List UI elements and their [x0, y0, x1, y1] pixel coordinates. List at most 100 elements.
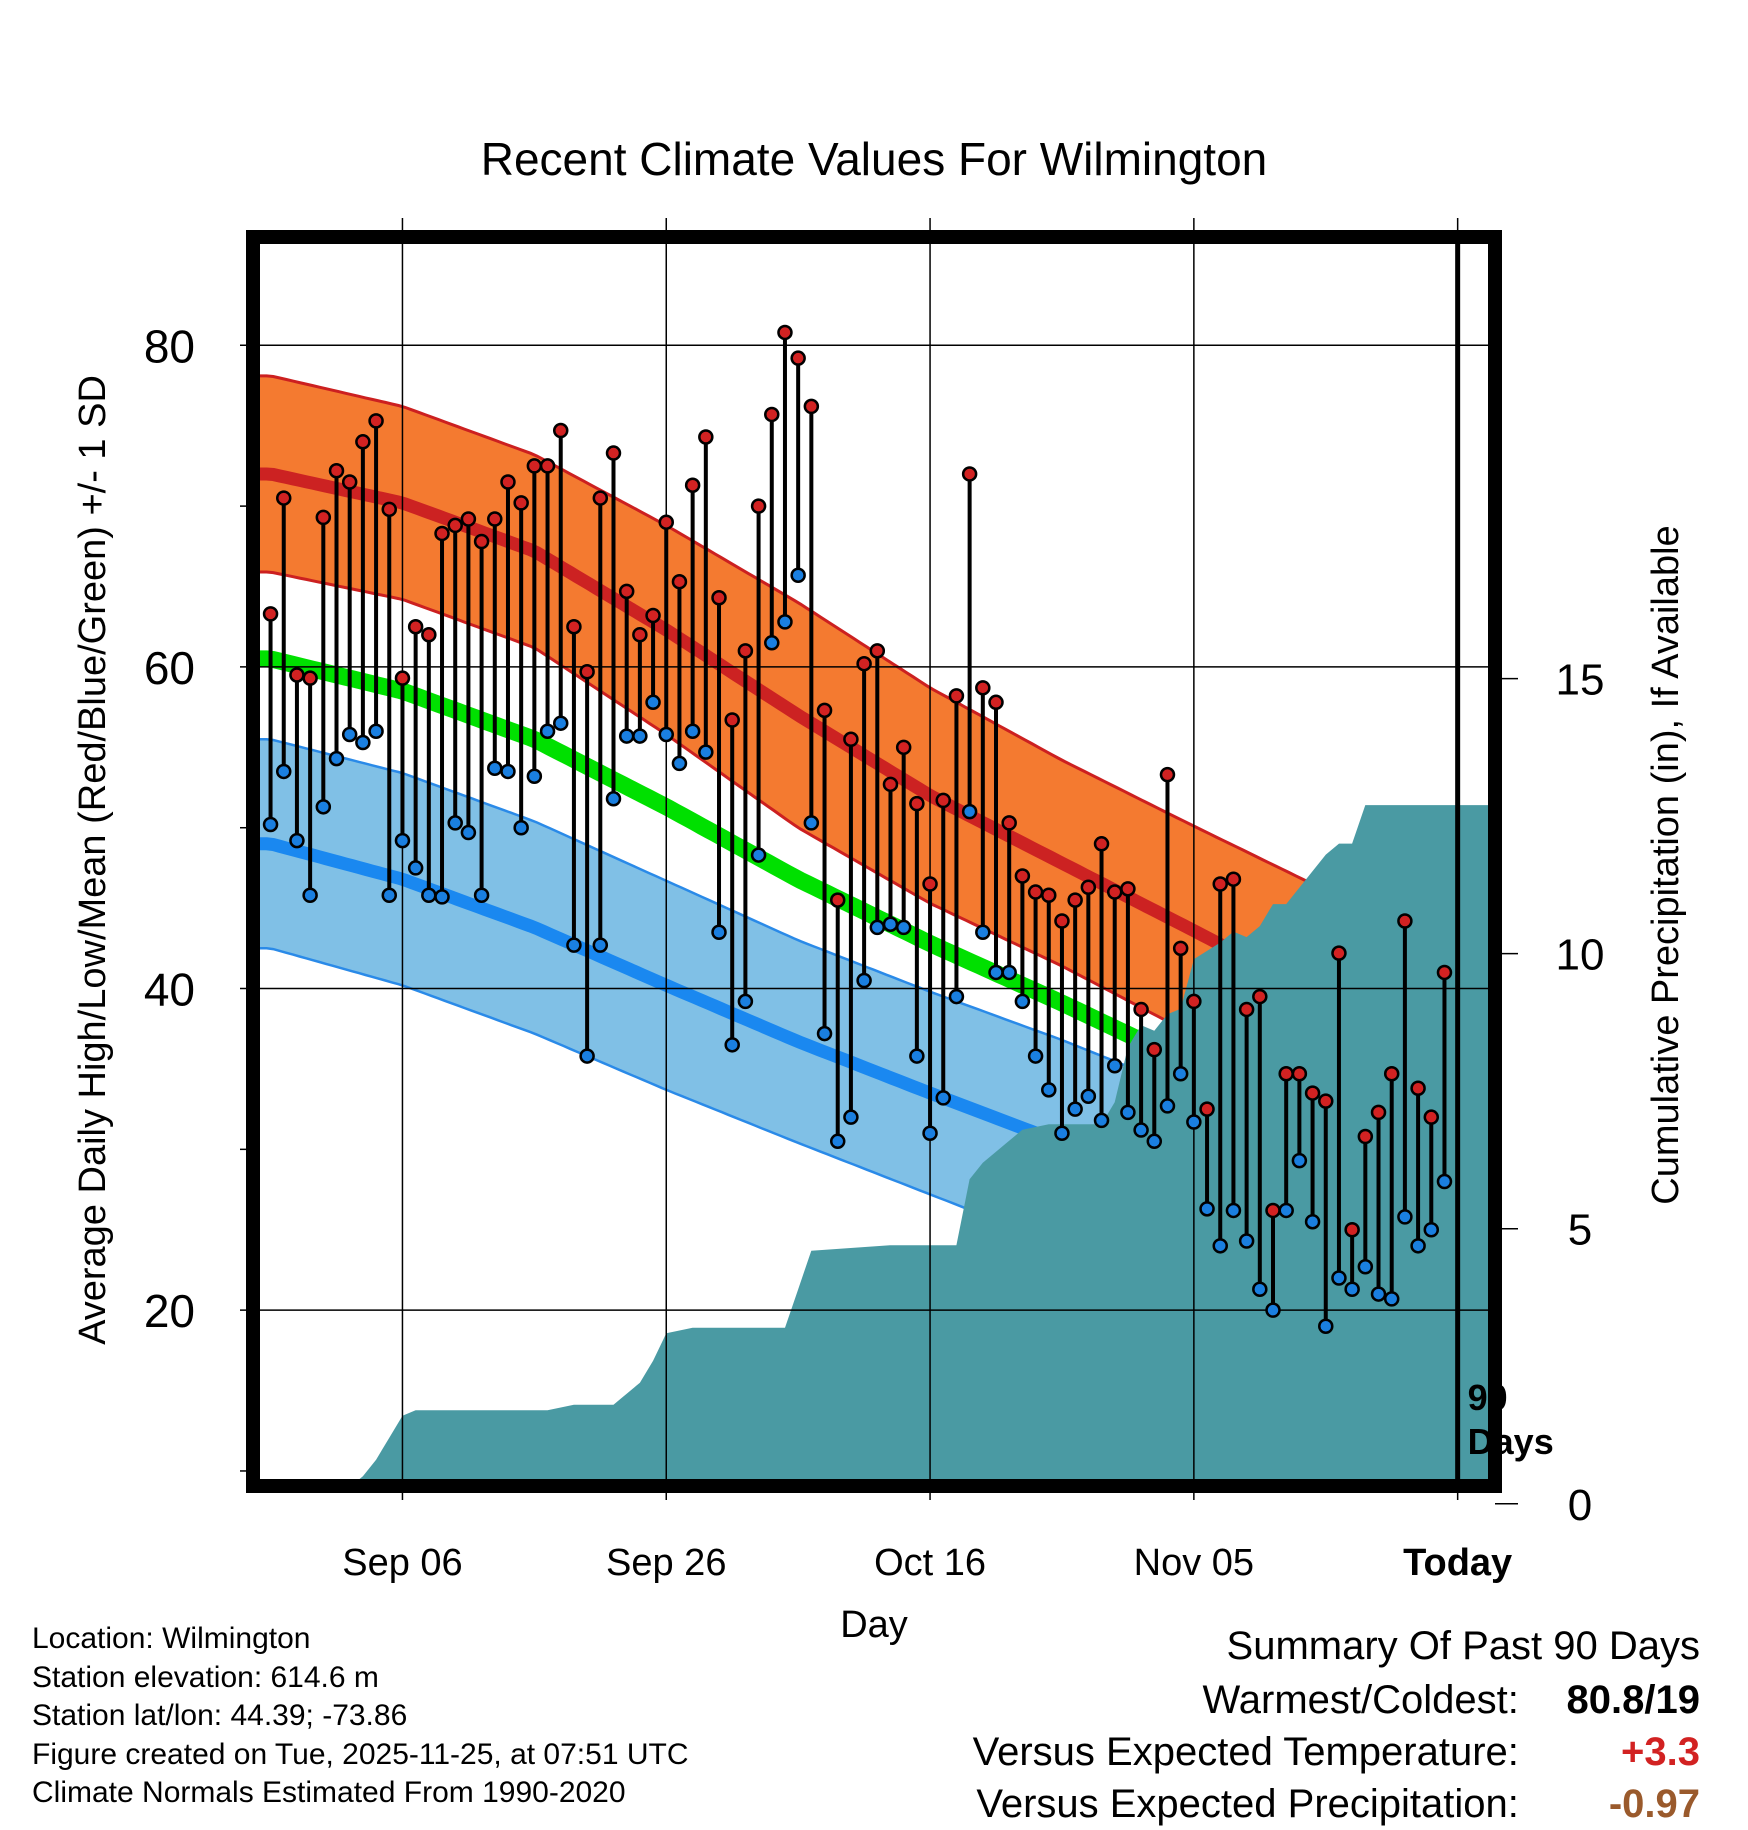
x-tick-label: Sep 26: [606, 1542, 726, 1584]
daily-high-point: [816, 702, 833, 719]
daily-high-point: [895, 739, 912, 756]
daily-low-point: [262, 816, 279, 833]
daily-low-point: [341, 726, 358, 743]
daily-high-point: [1146, 1041, 1163, 1058]
daily-low-point: [275, 763, 292, 780]
temp-label: Versus Expected Temperature:: [972, 1730, 1519, 1774]
daily-high-point: [407, 618, 424, 635]
daily-high-point: [843, 731, 859, 748]
daily-low-point: [750, 847, 767, 863]
daily-high-point: [988, 694, 1004, 711]
daily-low-point: [632, 728, 648, 744]
daily-high-point: [1120, 881, 1136, 897]
today-annotation: 90: [1468, 1377, 1508, 1418]
precip-label: Versus Expected Precipitation:: [976, 1782, 1519, 1826]
temp-row: Versus Expected Temperature: +3.3: [973, 1726, 1700, 1778]
daily-low-point: [1067, 1101, 1083, 1117]
daily-high-point: [935, 792, 951, 809]
daily-low-point: [579, 1048, 595, 1064]
daily-high-point: [579, 663, 595, 680]
daily-low-point: [566, 937, 582, 953]
daily-high-point: [922, 876, 938, 892]
daily-low-point: [289, 832, 305, 849]
daily-high-point: [289, 667, 305, 683]
elevation-text: Station elevation: 614.6 m: [32, 1660, 379, 1694]
precip-value: -0.97: [1608, 1782, 1700, 1826]
chart-title: Recent Climate Values For Wilmington: [481, 133, 1268, 185]
daily-low-point: [1027, 1048, 1044, 1064]
daily-high-point: [764, 406, 780, 423]
plot-frame: [246, 230, 1502, 1493]
daily-low-point: [1252, 1281, 1268, 1297]
daily-high-point: [1278, 1066, 1294, 1082]
daily-low-point: [856, 972, 872, 989]
daily-low-point: [302, 887, 318, 904]
daily-low-point: [790, 567, 806, 584]
daily-high-point: [1106, 884, 1123, 900]
daily-high-point: [315, 509, 332, 526]
daily-low-point: [1172, 1066, 1189, 1082]
x-axis-label: Day: [840, 1604, 908, 1646]
daily-high-point: [1238, 1001, 1255, 1018]
today-annotation: Days: [1468, 1421, 1554, 1462]
daily-high-point: [711, 590, 727, 606]
daily-low-point: [618, 728, 635, 744]
daily-high-point: [566, 618, 582, 635]
station-info: Location: Wilmington Station elevation: …: [32, 1620, 689, 1813]
daily-high-point: [394, 670, 411, 686]
daily-low-point: [513, 819, 529, 836]
daily-low-point: [421, 887, 437, 904]
daily-low-point: [368, 723, 384, 739]
daily-high-point: [1423, 1109, 1440, 1125]
daily-high-point: [645, 607, 661, 624]
daily-low-point: [764, 635, 780, 651]
daily-high-point: [724, 712, 740, 728]
daily-low-point: [526, 768, 543, 785]
daily-high-point: [1041, 887, 1057, 904]
daily-low-point: [1106, 1057, 1123, 1074]
daily-high-point: [671, 573, 688, 590]
summary-title: Summary Of Past 90 Days: [1226, 1624, 1700, 1668]
daily-low-point: [1291, 1152, 1308, 1169]
daily-low-point: [460, 824, 477, 841]
y-axis-label-left: Average Daily High/Low/Mean (Red/Blue/Gr…: [72, 375, 114, 1345]
daily-low-point: [1041, 1082, 1057, 1098]
daily-low-point: [315, 799, 332, 815]
daily-high-point: [1331, 945, 1347, 961]
daily-low-point: [988, 964, 1004, 981]
daily-high-point: [275, 490, 292, 506]
daily-low-point: [605, 791, 622, 807]
daily-low-point: [1304, 1213, 1321, 1230]
precip-row: Versus Expected Precipitation: -0.97: [973, 1778, 1700, 1830]
daily-low-point: [1093, 1112, 1110, 1129]
daily-high-point: [1133, 1001, 1149, 1018]
daily-low-point: [1410, 1238, 1426, 1254]
daily-low-point: [737, 993, 754, 1010]
daily-low-point: [1186, 1114, 1202, 1130]
daily-high-point: [1027, 884, 1044, 900]
warmest-row: Warmest/Coldest: 80.8/19: [973, 1674, 1701, 1726]
daily-low-point: [1370, 1286, 1387, 1302]
daily-low-point: [816, 1025, 833, 1042]
daily-high-point: [856, 655, 872, 672]
daily-low-point: [1278, 1202, 1294, 1219]
daily-low-point: [1318, 1318, 1334, 1334]
daily-high-point: [1212, 876, 1228, 892]
y-tick-label-left: 60: [144, 642, 195, 694]
daily-high-point: [777, 324, 793, 341]
daily-low-point: [1423, 1221, 1440, 1238]
daily-low-point: [1159, 1098, 1176, 1114]
daily-low-point: [1383, 1291, 1400, 1307]
daily-low-point: [1225, 1202, 1242, 1219]
y-tick-label-left: 20: [144, 1285, 195, 1337]
daily-high-point: [684, 477, 701, 493]
x-tick-label: Today: [1403, 1542, 1512, 1584]
daily-low-point: [671, 755, 688, 772]
daily-low-point: [843, 1109, 859, 1125]
y-tick-label-right: 0: [1568, 1481, 1592, 1530]
daily-high-point: [1186, 993, 1202, 1010]
daily-low-point: [1199, 1201, 1215, 1217]
y-tick-label-left: 40: [144, 964, 195, 1016]
daily-low-point: [1238, 1233, 1255, 1249]
daily-high-point: [909, 795, 925, 812]
